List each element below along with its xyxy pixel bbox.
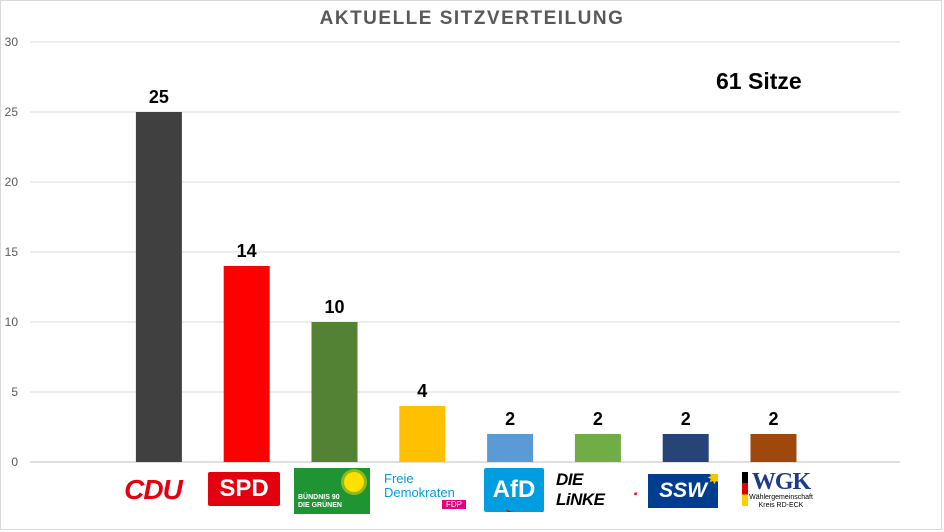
y-tick-label: 5 bbox=[11, 385, 18, 399]
fdp-logo-line2: Demokraten bbox=[384, 484, 455, 500]
cdu-logo: CDU bbox=[112, 468, 194, 512]
data-label: 2 bbox=[768, 409, 778, 429]
data-label: 2 bbox=[681, 409, 691, 429]
ssw-logo-text: SSW bbox=[659, 479, 707, 502]
ssw-logo: SSW ✸ bbox=[648, 474, 718, 508]
linke-logo: DIE LiNKE. bbox=[556, 468, 638, 512]
gruene-logo-line1: BÜNDNIS 90 bbox=[298, 494, 340, 501]
linke-logo-dot: . bbox=[633, 480, 638, 499]
y-tick-label: 0 bbox=[11, 455, 18, 469]
afd-swoosh-icon bbox=[506, 499, 544, 512]
gruene-logo-line2: DIE GRÜNEN bbox=[298, 502, 342, 509]
wgk-logo-line2: Kreis RD-ECK bbox=[758, 502, 804, 509]
fdp-logo-line1: Freie bbox=[384, 470, 414, 486]
data-label: 10 bbox=[324, 297, 344, 317]
data-label: 25 bbox=[149, 87, 169, 107]
ssw-star-icon: ✸ bbox=[707, 474, 718, 489]
bar-6 bbox=[574, 434, 621, 462]
y-tick-label: 20 bbox=[5, 175, 19, 189]
data-label: 14 bbox=[237, 241, 257, 261]
wgk-flag-stripe-icon bbox=[742, 472, 748, 506]
y-tick-label: 30 bbox=[5, 35, 19, 49]
bar-1 bbox=[135, 112, 182, 462]
sunflower-icon bbox=[344, 472, 364, 492]
spd-logo: SPD bbox=[208, 472, 280, 506]
gruene-logo: BÜNDNIS 90 DIE GRÜNEN bbox=[294, 468, 370, 514]
spd-logo-text: SPD bbox=[219, 475, 269, 502]
bar-2 bbox=[223, 266, 270, 462]
bar-5 bbox=[487, 434, 534, 462]
fdp-logo: Freie Demokraten FDP bbox=[384, 468, 466, 512]
wgk-logo-text: WGK bbox=[751, 469, 811, 495]
wgk-logo: WGK Wählergemeinschaft Kreis RD-ECK bbox=[740, 468, 822, 512]
wgk-logo-line1: Wählergemeinschaft bbox=[749, 494, 813, 501]
linke-logo-text: DIE LiNKE bbox=[556, 470, 605, 509]
y-tick-label: 10 bbox=[5, 315, 19, 329]
bar-3 bbox=[311, 322, 358, 462]
bar-7 bbox=[662, 434, 709, 462]
data-label: 2 bbox=[505, 409, 515, 429]
data-label: 4 bbox=[417, 381, 427, 401]
chart-title: AKTUELLE SITZVERTEILUNG bbox=[319, 8, 625, 29]
total-seats-annotation: 61 Sitze bbox=[716, 68, 802, 94]
y-tick-label: 15 bbox=[5, 245, 19, 259]
y-tick-label: 25 bbox=[5, 105, 19, 119]
fdp-logo-line3: FDP bbox=[442, 499, 466, 509]
afd-logo: AfD bbox=[484, 468, 544, 512]
data-label: 2 bbox=[593, 409, 603, 429]
bar-8 bbox=[750, 434, 797, 462]
bar-4 bbox=[399, 406, 446, 462]
cdu-logo-text: CDU bbox=[124, 474, 183, 505]
